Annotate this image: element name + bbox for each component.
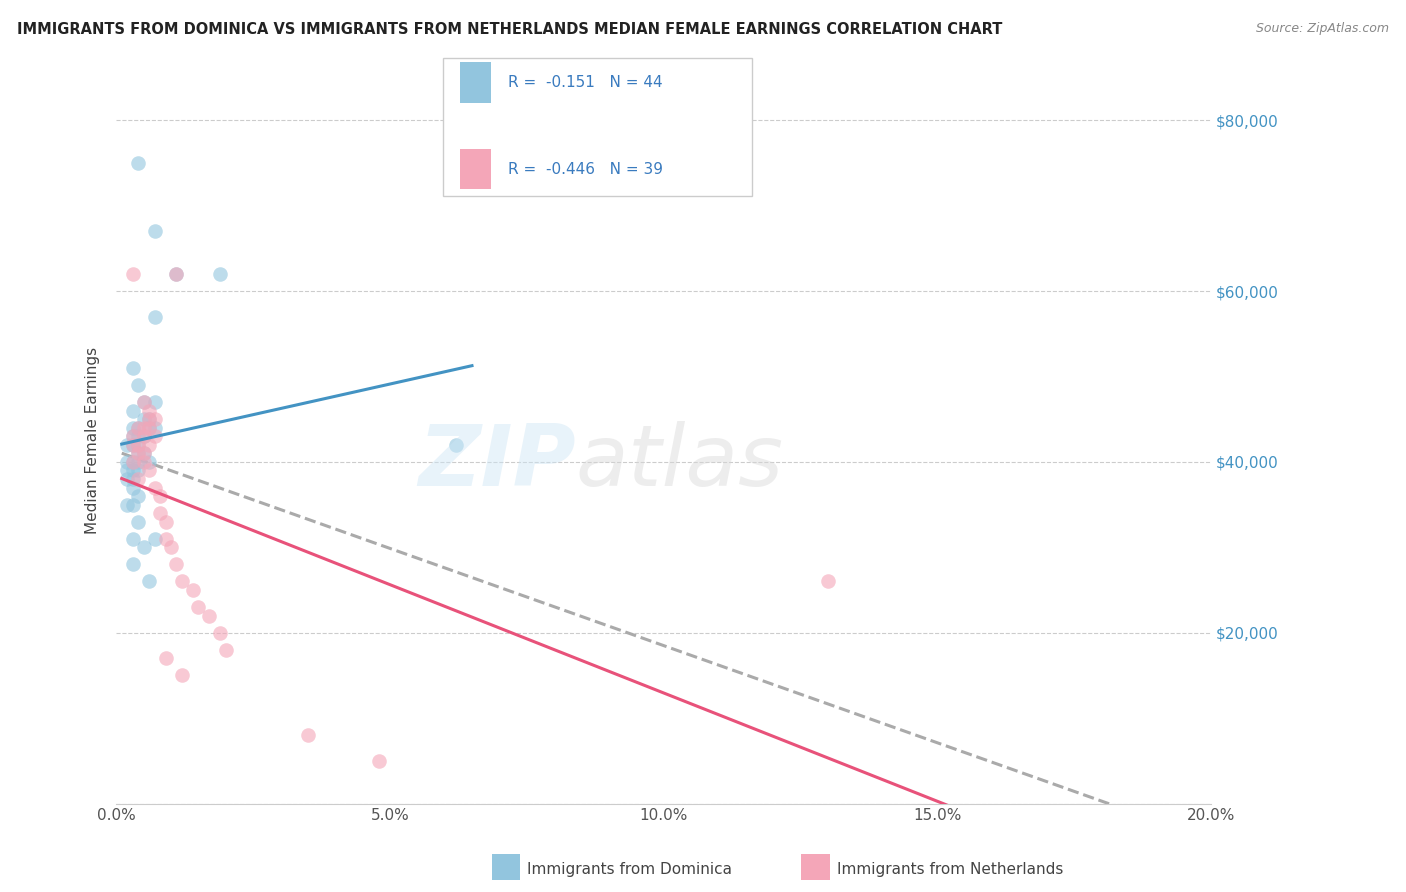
Text: R =  -0.151   N = 44: R = -0.151 N = 44: [508, 75, 662, 90]
Point: [444, 438, 467, 452]
Point: [121, 558, 143, 572]
Point: [121, 455, 143, 469]
Point: [132, 446, 155, 460]
Point: [127, 378, 149, 392]
Point: [127, 455, 149, 469]
Point: [143, 532, 166, 546]
Point: [138, 421, 160, 435]
Point: [121, 429, 143, 443]
Point: [143, 412, 166, 426]
Point: [127, 446, 149, 460]
Point: [115, 498, 138, 512]
Point: [121, 421, 143, 435]
Point: [132, 412, 155, 426]
Point: [817, 574, 839, 589]
Point: [127, 421, 149, 435]
Point: [121, 403, 143, 417]
Point: [170, 574, 193, 589]
Point: [187, 600, 209, 615]
Point: [149, 506, 172, 520]
Point: [127, 438, 149, 452]
Point: [121, 498, 143, 512]
Point: [155, 515, 177, 529]
Point: [121, 472, 143, 486]
Point: [138, 574, 160, 589]
Point: [160, 541, 183, 555]
Point: [149, 489, 172, 503]
Point: [132, 446, 155, 460]
Point: [138, 412, 160, 426]
Point: [127, 156, 149, 170]
Point: [143, 429, 166, 443]
Text: IMMIGRANTS FROM DOMINICA VS IMMIGRANTS FROM NETHERLANDS MEDIAN FEMALE EARNINGS C: IMMIGRANTS FROM DOMINICA VS IMMIGRANTS F…: [17, 22, 1002, 37]
Point: [121, 532, 143, 546]
Point: [138, 421, 160, 435]
Point: [143, 224, 166, 238]
Point: [209, 625, 232, 640]
Point: [127, 472, 149, 486]
Text: atlas: atlas: [576, 421, 785, 504]
Point: [143, 395, 166, 409]
Point: [143, 310, 166, 324]
Text: R =  -0.446   N = 39: R = -0.446 N = 39: [508, 161, 662, 177]
Point: [127, 429, 149, 443]
Point: [115, 472, 138, 486]
Point: [121, 267, 143, 281]
Point: [138, 403, 160, 417]
Point: [132, 395, 155, 409]
Text: Source: ZipAtlas.com: Source: ZipAtlas.com: [1256, 22, 1389, 36]
Point: [166, 267, 188, 281]
Point: [115, 438, 138, 452]
Point: [132, 429, 155, 443]
Point: [209, 267, 232, 281]
Point: [132, 429, 155, 443]
Point: [166, 558, 188, 572]
Text: ZIP: ZIP: [419, 421, 576, 504]
Point: [368, 754, 391, 768]
Point: [127, 421, 149, 435]
Point: [121, 438, 143, 452]
Point: [121, 438, 143, 452]
Text: Immigrants from Dominica: Immigrants from Dominica: [527, 863, 733, 877]
Point: [121, 463, 143, 477]
Point: [132, 395, 155, 409]
Point: [138, 455, 160, 469]
Point: [215, 643, 238, 657]
Point: [181, 582, 204, 597]
Point: [121, 429, 143, 443]
Point: [155, 651, 177, 665]
Point: [143, 481, 166, 495]
Point: [127, 446, 149, 460]
Text: Immigrants from Netherlands: Immigrants from Netherlands: [837, 863, 1063, 877]
Y-axis label: Median Female Earnings: Median Female Earnings: [86, 347, 100, 534]
Point: [138, 412, 160, 426]
Point: [115, 455, 138, 469]
Point: [121, 455, 143, 469]
Point: [132, 455, 155, 469]
Point: [121, 481, 143, 495]
Point: [155, 532, 177, 546]
Point: [115, 463, 138, 477]
Point: [121, 360, 143, 375]
Point: [198, 608, 221, 623]
Point: [127, 438, 149, 452]
Point: [138, 438, 160, 452]
Point: [297, 728, 319, 742]
Point: [127, 515, 149, 529]
Point: [132, 421, 155, 435]
Point: [170, 668, 193, 682]
Point: [166, 267, 188, 281]
Point: [127, 463, 149, 477]
Point: [143, 421, 166, 435]
Point: [138, 463, 160, 477]
Point: [127, 489, 149, 503]
Point: [132, 541, 155, 555]
